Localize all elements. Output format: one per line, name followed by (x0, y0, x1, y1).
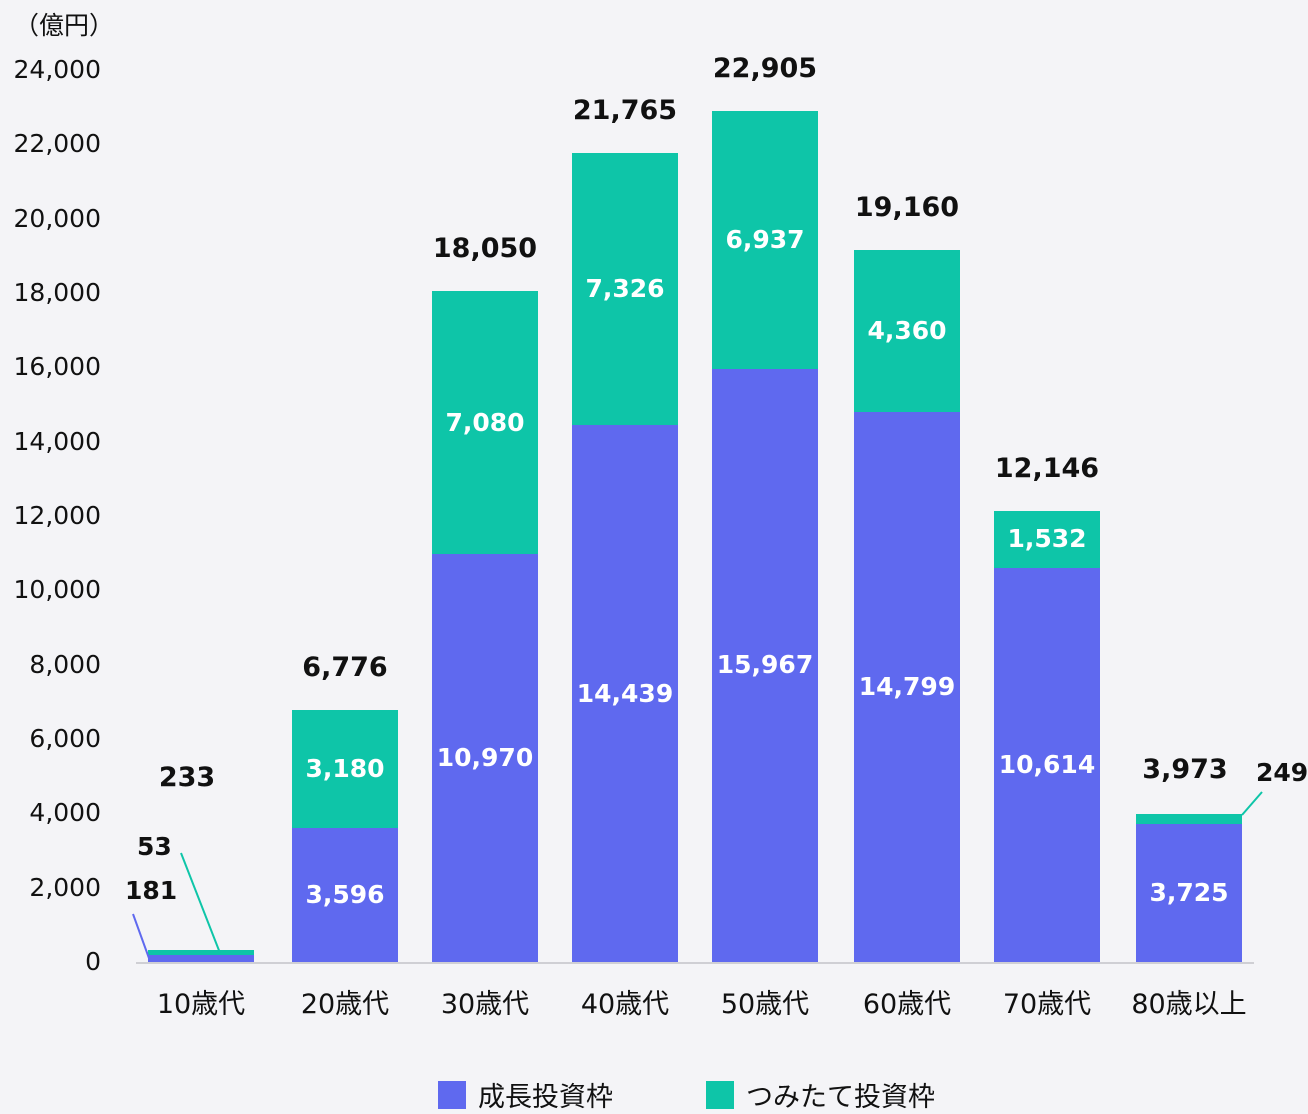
x-tick-label: 40歳代 (580, 989, 670, 1020)
value-label-tsumitate: 6,937 (725, 224, 805, 254)
bar-segment-growth: 15,967 (712, 368, 818, 962)
value-label-growth: 10,614 (998, 749, 1096, 779)
value-label-tsumitate: 7,080 (445, 407, 525, 437)
value-label-tsumitate: 3,180 (305, 754, 385, 784)
bar-segment-tsumitate: 1,532 (994, 510, 1100, 568)
legend-swatch-growth (438, 1080, 466, 1109)
value-label-growth: 3,725 (1149, 877, 1229, 907)
bar-segment-growth: 14,799 (854, 411, 960, 962)
bar-segment-growth: 14,439 (572, 425, 678, 962)
value-label-tsumitate: 4,360 (867, 315, 947, 345)
y-tick-label: 16,000 (13, 352, 101, 382)
bar-stack: 3,725 (1136, 814, 1242, 962)
bar-segment-growth: 3,596 (292, 828, 398, 962)
y-axis-unit: （億円） (14, 11, 115, 40)
y-tick-label: 22,000 (13, 129, 101, 159)
x-tick-label: 60歳代 (862, 989, 952, 1020)
y-tick-label: 4,000 (29, 798, 101, 828)
y-tick-label: 14,000 (13, 426, 101, 456)
legend-item-tsumitate: つみたて投資枠 (706, 1075, 935, 1114)
bar-stack: 14,439 7,326 (572, 153, 678, 962)
legend-label-tsumitate: つみたて投資枠 (746, 1082, 935, 1113)
y-tick-label: 8,000 (29, 649, 101, 679)
legend-label-growth: 成長投資枠 (478, 1082, 613, 1113)
y-tick-label: 6,000 (29, 724, 101, 753)
total-label: 233 (158, 762, 216, 793)
bar-stack: 10,614 1,532 (994, 510, 1100, 962)
value-label-growth: 3,596 (305, 880, 385, 910)
value-label-tsumitate-outside: 249 (1256, 758, 1308, 787)
value-label-growth: 10,970 (436, 743, 534, 773)
bar-segment-tsumitate: 7,326 (572, 153, 678, 426)
value-label-tsumitate-outside: 53 (137, 832, 172, 861)
total-label: 12,146 (994, 452, 1100, 484)
x-tick-label: 80歳以上 (1131, 989, 1247, 1020)
bar-segment-tsumitate (1136, 814, 1242, 824)
bar-segment-growth (148, 955, 254, 962)
bar-stack: 14,799 4,360 (854, 249, 960, 962)
x-tick-label: 30歳代 (440, 989, 530, 1020)
value-label-tsumitate: 7,326 (585, 274, 665, 304)
value-label-growth: 14,439 (576, 678, 674, 708)
x-tick-label: 50歳代 (720, 989, 810, 1020)
bar-segment-tsumitate: 6,937 (712, 110, 818, 369)
bar-segment-growth: 10,614 (994, 567, 1100, 962)
total-label: 18,050 (432, 233, 538, 265)
legend-swatch-tsumitate (706, 1080, 734, 1109)
bar-segment-growth: 3,725 (1136, 823, 1242, 962)
y-tick-label: 20,000 (13, 203, 101, 233)
y-tick-label: 18,000 (13, 278, 101, 307)
bar-segment-tsumitate (148, 950, 254, 956)
bar-stack: 15,967 6,937 (712, 110, 818, 962)
total-label: 19,160 (854, 191, 960, 223)
bar-segment-tsumitate: 4,360 (854, 249, 960, 412)
x-tick-label: 20歳代 (300, 989, 390, 1020)
bar-stack: 10,970 7,080 (432, 291, 538, 962)
y-tick-label: 24,000 (13, 55, 101, 84)
bar-segment-tsumitate: 3,180 (292, 710, 398, 829)
x-axis-line (136, 962, 1254, 964)
value-label-growth: 15,967 (716, 650, 814, 680)
y-tick-label: 2,000 (29, 872, 101, 902)
value-label-tsumitate: 1,532 (1007, 524, 1087, 554)
total-label: 6,776 (302, 652, 388, 684)
y-tick-label: 10,000 (13, 575, 101, 605)
total-label: 3,973 (1142, 754, 1228, 785)
bar-segment-growth: 10,970 (432, 554, 538, 962)
y-tick-label: 12,000 (13, 501, 101, 530)
bar-segment-tsumitate: 7,080 (432, 291, 538, 555)
bar-stack: 3,596 3,180 (292, 710, 398, 962)
value-label-growth-outside: 181 (125, 876, 178, 905)
x-tick-label: 70歳代 (1002, 989, 1092, 1020)
legend-item-growth: 成長投資枠 (438, 1075, 613, 1114)
x-tick-label: 10歳代 (156, 989, 246, 1020)
bar-stack (148, 950, 254, 962)
total-label: 21,765 (572, 95, 678, 127)
value-label-growth: 14,799 (858, 671, 956, 701)
y-tick-label: 0 (85, 947, 101, 976)
total-label: 22,905 (712, 52, 818, 84)
